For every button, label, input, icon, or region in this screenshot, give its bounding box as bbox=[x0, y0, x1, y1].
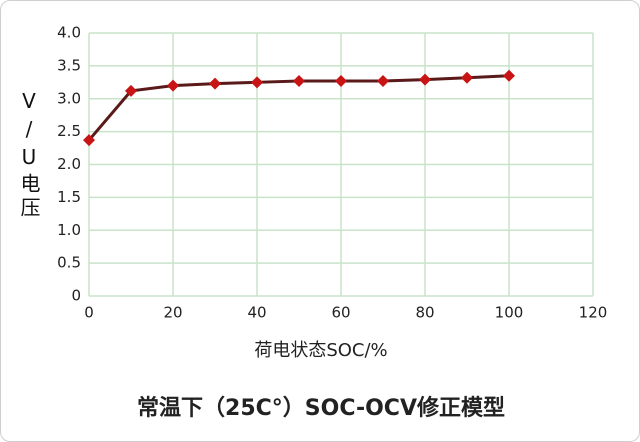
y-tick-label: 4.0 bbox=[57, 24, 81, 42]
y-tick-label: 2.5 bbox=[57, 122, 81, 140]
x-tick-label: 40 bbox=[247, 304, 266, 322]
x-tick-label: 60 bbox=[331, 304, 350, 322]
marker bbox=[251, 76, 263, 89]
marker bbox=[461, 71, 473, 84]
y-tick-label: 2.0 bbox=[57, 155, 81, 173]
marker bbox=[83, 134, 95, 147]
x-tick-label: 80 bbox=[415, 304, 434, 322]
y-tick-label: 3.5 bbox=[57, 56, 81, 74]
marker bbox=[125, 84, 137, 97]
x-tick-label: 0 bbox=[84, 304, 94, 322]
y-tick-label: 1.0 bbox=[57, 221, 81, 239]
y-axis-label: V/U电压 bbox=[17, 89, 41, 221]
y-tick-label: 0 bbox=[71, 287, 81, 305]
y-tick-label: 3.0 bbox=[57, 89, 81, 107]
marker bbox=[167, 79, 179, 92]
y-tick-label: 1.5 bbox=[57, 188, 81, 206]
marker bbox=[377, 74, 389, 87]
y-tick-label: 0.5 bbox=[57, 254, 81, 272]
x-tick-label: 100 bbox=[495, 304, 524, 322]
marker bbox=[335, 74, 347, 87]
marker bbox=[419, 73, 431, 86]
marker bbox=[293, 74, 305, 87]
x-tick-label: 20 bbox=[163, 304, 182, 322]
x-tick-label: 120 bbox=[579, 304, 608, 322]
x-axis-label: 荷电状态SOC/% bbox=[254, 340, 387, 361]
chart-title: 常温下（25C°）SOC-OCV修正模型 bbox=[137, 395, 505, 421]
marker bbox=[503, 69, 515, 82]
marker bbox=[209, 77, 221, 90]
